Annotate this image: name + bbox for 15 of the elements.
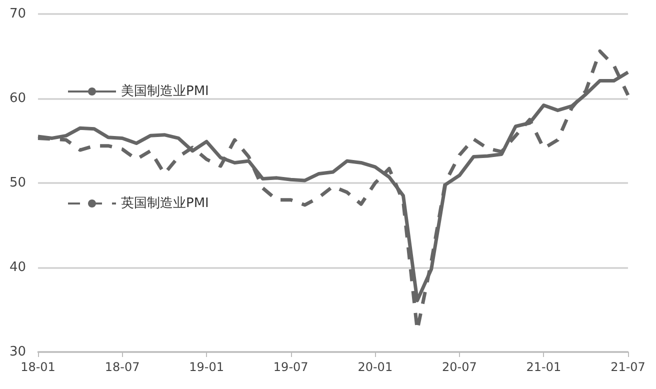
y-tick-label: 30 xyxy=(9,344,26,360)
x-tick-label: 18-01 xyxy=(20,360,56,374)
x-tick-label: 21-01 xyxy=(526,360,562,374)
y-tick-label: 70 xyxy=(9,6,26,22)
x-tick-label: 19-07 xyxy=(273,360,308,374)
x-tick-label: 20-07 xyxy=(442,360,477,374)
x-tick-label: 19-01 xyxy=(189,360,224,374)
y-tick-label: 60 xyxy=(9,91,26,106)
y-tick-label: 40 xyxy=(9,260,26,275)
x-tick-label: 18-07 xyxy=(104,360,140,374)
y-tick-label: 50 xyxy=(9,176,26,190)
legend-label: 英国制造业PMI xyxy=(121,196,209,211)
x-tick-label: 21-07 xyxy=(610,360,646,374)
x-tick-label: 20-01 xyxy=(358,360,393,374)
legend-label: 美国制造业PMI xyxy=(121,83,209,99)
